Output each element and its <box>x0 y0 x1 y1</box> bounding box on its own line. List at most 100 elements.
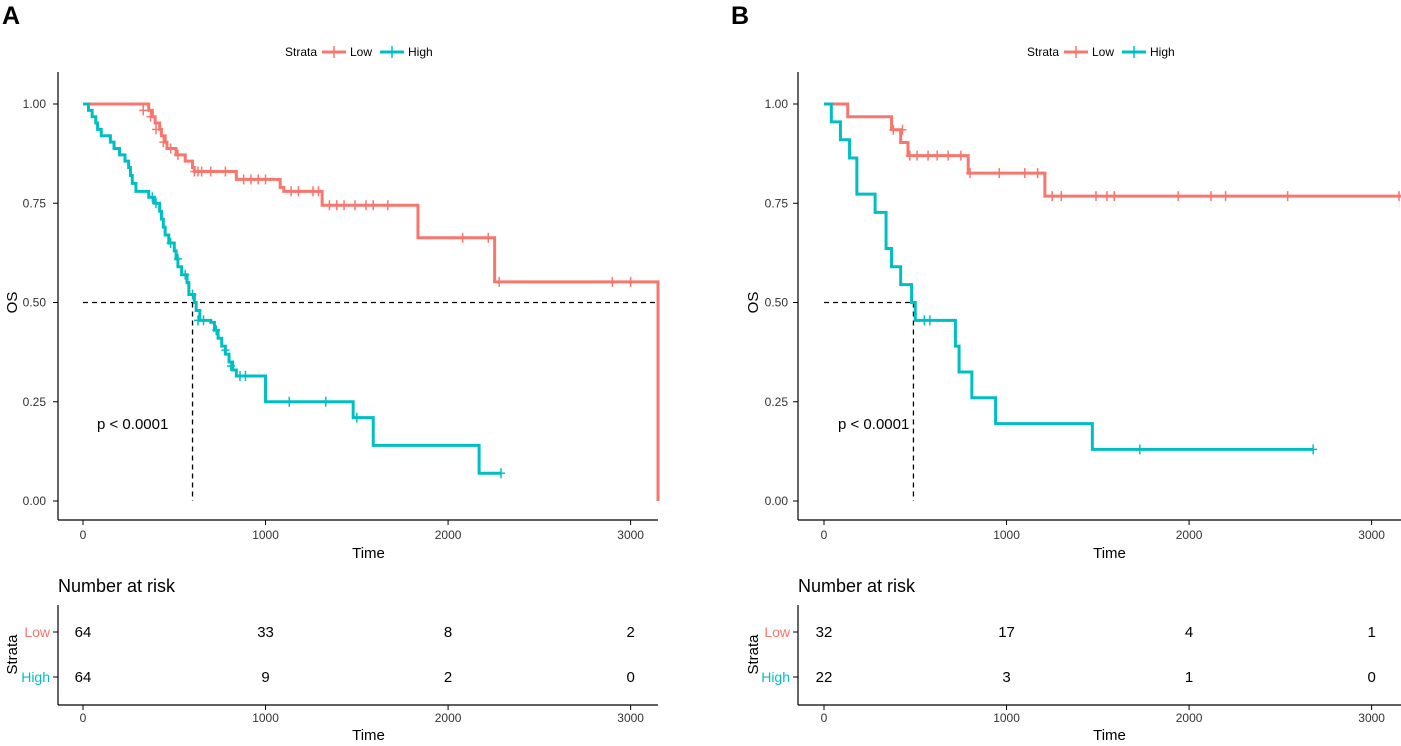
censor-mark-low <box>294 186 303 197</box>
censor-mark-low <box>206 166 215 177</box>
risk-count: 64 <box>75 669 92 686</box>
p-value-label: p < 0.0001 <box>97 416 168 433</box>
censor-mark-low <box>1283 191 1292 202</box>
x-tick-label: 3000 <box>617 528 644 542</box>
risk-row-label-high: High <box>761 669 790 685</box>
censor-mark-low <box>1057 191 1066 202</box>
risk-count: 3 <box>1002 669 1010 686</box>
legend-label-low: Low <box>1092 45 1114 59</box>
risk-strata-title: Strata <box>4 634 21 675</box>
censor-mark-low <box>1395 191 1401 202</box>
censor-mark-low <box>1174 191 1183 202</box>
censor-mark-high <box>166 237 175 248</box>
censor-mark-low <box>913 150 922 161</box>
censor-mark-high <box>173 253 182 264</box>
censor-mark-low <box>239 174 248 185</box>
censor-mark-low <box>995 168 1004 179</box>
risk-count: 64 <box>75 624 92 641</box>
censor-mark-low <box>608 276 617 287</box>
censor-mark-high <box>199 315 208 326</box>
legend: Strata Low High <box>285 45 433 59</box>
censor-mark-low <box>325 200 334 211</box>
x-axis-title: Time <box>1093 545 1126 562</box>
censor-mark-low <box>166 143 175 154</box>
risk-count: 22 <box>816 669 833 686</box>
risk-table-title: Number at risk <box>798 576 916 596</box>
legend-title: Strata <box>285 45 317 59</box>
censor-mark-low <box>889 124 898 135</box>
risk-count: 1 <box>1185 669 1193 686</box>
censor-mark-low <box>287 186 296 197</box>
risk-x-tick-label: 1000 <box>252 711 279 725</box>
risk-x-tick-label: 0 <box>80 711 87 725</box>
risk-row-label-low: Low <box>764 624 791 640</box>
censor-mark-high <box>188 289 197 300</box>
legend: Strata Low High <box>1027 45 1175 59</box>
censor-mark-high <box>241 370 250 381</box>
y-tick-label: 0.00 <box>765 494 789 508</box>
risk-count: 33 <box>257 624 274 641</box>
censor-mark-low <box>221 166 230 177</box>
y-axis-title: OS <box>4 292 21 314</box>
censor-mark-low <box>933 150 942 161</box>
censor-mark-low <box>956 150 965 161</box>
risk-count: 2 <box>626 624 634 641</box>
censor-mark-low <box>484 232 493 243</box>
risk-x-tick-label: 1000 <box>993 711 1020 725</box>
km-curve-low <box>824 102 1401 198</box>
censor-mark-low <box>350 200 359 211</box>
censor-mark-high <box>1135 444 1144 455</box>
censor-mark-low <box>905 150 914 161</box>
risk-x-tick-label: 3000 <box>1358 711 1385 725</box>
risk-x-tick-label: 2000 <box>435 711 462 725</box>
censor-mark-low <box>332 200 341 211</box>
risk-count: 0 <box>1367 669 1375 686</box>
y-tick-label: 1.00 <box>765 97 789 111</box>
censor-mark-high <box>152 198 161 209</box>
risk-count: 4 <box>1185 624 1193 641</box>
km-curve-high <box>824 102 1314 451</box>
panel-label: B <box>731 2 749 30</box>
risk-row-label-low: Low <box>24 624 51 640</box>
censor-mark-high <box>226 361 235 372</box>
km-curve-high <box>83 102 502 475</box>
censor-mark-low <box>152 124 161 135</box>
censor-mark-low <box>944 150 953 161</box>
risk-x-axis-title: Time <box>352 727 385 741</box>
censor-mark-low <box>361 200 370 211</box>
legend-label-high: High <box>408 45 433 59</box>
censor-mark-low <box>924 150 933 161</box>
legend-title: Strata <box>1027 45 1059 59</box>
panel-label: A <box>2 2 20 30</box>
risk-table-title: Number at risk <box>58 576 176 596</box>
censor-mark-low <box>495 276 504 287</box>
legend-label-low: Low <box>350 45 372 59</box>
censor-mark-low <box>254 174 263 185</box>
legend-label-high: High <box>1150 45 1175 59</box>
risk-row-label-high: High <box>21 669 50 685</box>
censor-mark-high <box>181 269 190 280</box>
y-axis-title: OS <box>745 292 762 314</box>
censor-mark-high <box>1309 444 1318 455</box>
censor-mark-low <box>139 105 148 116</box>
x-tick-label: 1000 <box>993 528 1020 542</box>
censor-mark-low <box>1048 191 1057 202</box>
risk-count: 9 <box>261 669 269 686</box>
censor-mark-high <box>148 192 157 203</box>
x-tick-label: 0 <box>80 528 87 542</box>
censor-mark-low <box>314 186 323 197</box>
censor-mark-low <box>246 174 255 185</box>
x-tick-label: 3000 <box>1358 528 1385 542</box>
censor-mark-low <box>173 149 182 160</box>
censor-mark-high <box>285 396 294 407</box>
risk-x-tick-label: 2000 <box>1176 711 1203 725</box>
p-value-label: p < 0.0001 <box>838 416 909 433</box>
y-tick-label: 0.75 <box>23 196 47 210</box>
km-curve-low <box>83 102 660 501</box>
y-tick-label: 0.25 <box>765 395 789 409</box>
censor-mark-high <box>221 345 230 356</box>
